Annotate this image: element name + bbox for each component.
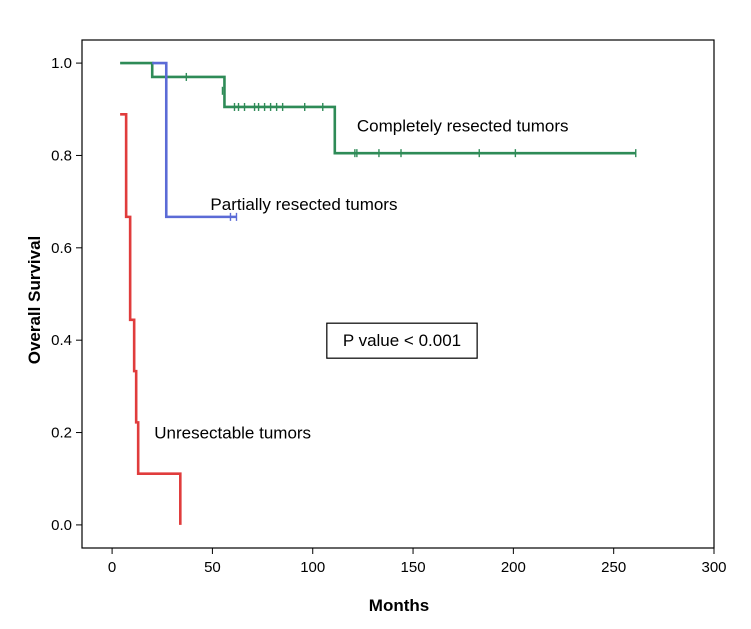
survival-curve-completely-resected-tumors <box>120 61 636 155</box>
series-annotation: Partially resected tumors <box>210 195 397 214</box>
x-tick-label: 50 <box>204 559 221 576</box>
x-tick-label: 150 <box>401 559 426 576</box>
x-axis: 0 50 100 150 200 250 300 <box>108 548 727 576</box>
y-tick-label: 0.8 <box>51 147 72 164</box>
y-tick-label: 0.4 <box>51 332 72 349</box>
x-tick-label: 300 <box>701 559 726 576</box>
x-tick-label: 250 <box>601 559 626 576</box>
survival-curve-partially-resected-tumors <box>152 61 237 219</box>
series-annotation: Completely resected tumors <box>357 116 569 135</box>
x-tick-label: 0 <box>108 559 116 576</box>
plot-frame <box>81 39 715 549</box>
y-axis: 0.0 0.2 0.4 0.6 0.8 1.0 <box>51 55 82 534</box>
p-value-box <box>326 322 478 359</box>
annotation-layer: Completely resected tumors Partially rese… <box>154 116 568 442</box>
y-tick-label: 1.0 <box>51 55 72 72</box>
p-value-label: P value < 0.001 <box>343 331 461 350</box>
y-tick-label: 0.2 <box>51 425 72 442</box>
y-tick-label: 0.0 <box>51 517 72 534</box>
x-tick-label: 200 <box>501 559 526 576</box>
series-layer <box>120 61 637 525</box>
x-tick-label: 100 <box>300 559 325 576</box>
survival-curve-unresectable-tumors <box>120 113 182 525</box>
series-annotation: Unresectable tumors <box>154 424 311 443</box>
y-axis-title: Overall Survival <box>25 236 44 365</box>
x-axis-title: Months <box>369 596 429 615</box>
y-tick-label: 0.6 <box>51 240 72 257</box>
